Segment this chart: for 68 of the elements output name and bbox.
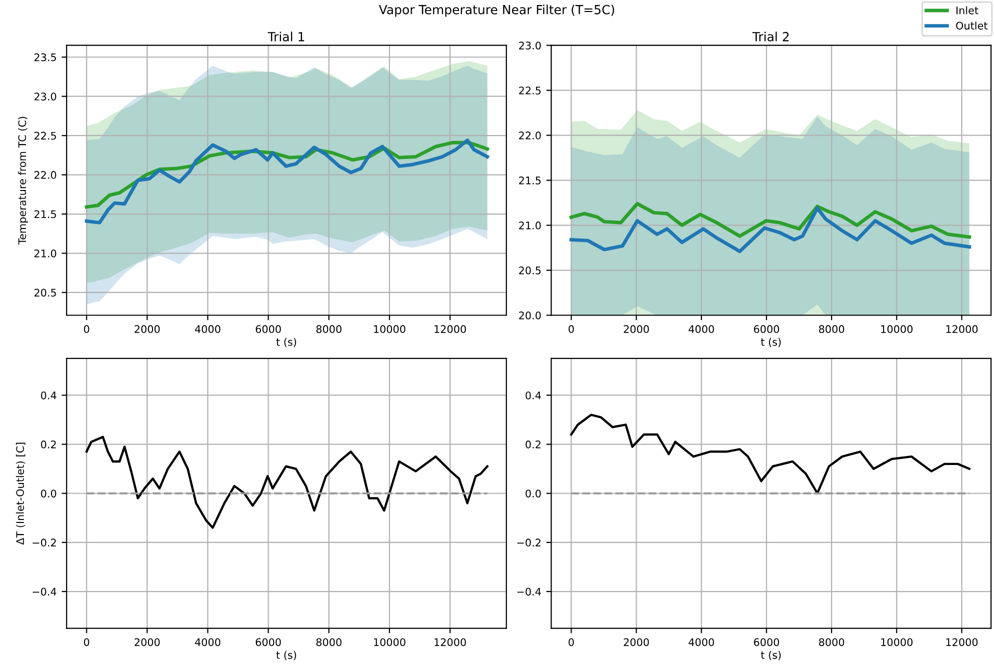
y-tick-label: 0.4 [40,391,56,400]
x-tick-label: 8000 [316,325,342,334]
line-series [570,202,972,239]
y-tick-label: −0.2 [517,538,540,547]
y-axis-title: ΔT (Inlet-Outlet) [C] [16,442,26,545]
y-tick-label: 0.2 [40,440,56,448]
x-tick-label: 8000 [819,325,844,334]
y-tick-label: 0.0 [526,490,541,498]
x-axis-title: t (s) [276,338,296,348]
y-tick-label: 21.0 [34,249,56,258]
x-tick-label: 12000 [946,325,978,334]
y-tick-label: 0.0 [40,490,56,498]
x-tick-label: 2000 [134,638,160,646]
x-axis-title: t (s) [760,338,781,348]
y-tick-label: 21.5 [519,176,541,184]
line-series [85,436,488,529]
x-tick-label: 12000 [434,638,466,646]
text: Vapor Temperature Near Filter (T=5C) [378,4,614,17]
y-tick-label: 20.0 [519,311,541,320]
y-tick-label: 22.0 [34,171,56,179]
y-tick-label: −0.4 [517,588,541,596]
x-tick-label: 0 [84,325,90,334]
x-tick-label: 6000 [754,638,780,646]
y-tick-label: 21.0 [519,222,541,230]
x-tick-label: 0 [568,325,574,334]
x-tick-label: 10000 [374,638,406,646]
x-tick-label: 10000 [881,638,913,646]
x-tick-label: 8000 [316,638,342,646]
x-tick-label: 0 [568,638,574,646]
x-tick-label: 10000 [374,325,406,334]
y-tick-label: 22.0 [519,132,541,140]
x-tick-label: 4000 [688,325,714,334]
y-tick-label: 20.5 [34,288,56,297]
y-tick-label: 22.5 [519,86,541,94]
x-tick-label: 6000 [256,325,281,334]
x-tick-label: 0 [84,638,90,646]
y-tick-label: 0.2 [526,440,540,448]
x-axis-title: t (s) [276,650,296,660]
x-tick-label: 2000 [624,638,649,646]
y-tick-label: 0.4 [526,391,541,400]
line-series [84,138,490,224]
x-tick-label: 8000 [819,638,844,646]
y-tick-label: 21.5 [34,210,56,218]
y-tick-label: −0.4 [32,588,56,596]
legend-label: Outlet [956,22,988,30]
x-tick-label: 4000 [194,325,220,334]
chart-title: Trial 2 [752,32,789,42]
y-tick-label: 20.5 [519,266,541,274]
x-tick-label: 12000 [434,325,466,334]
x-tick-label: 12000 [946,638,978,646]
x-tick-label: 4000 [194,638,220,646]
chart-title: Trial 1 [268,32,304,42]
x-tick-label: 6000 [256,638,281,646]
y-tick-label: −0.2 [32,538,56,547]
y-tick-label: 22.5 [34,132,56,140]
legend-label: Inlet [956,6,978,14]
y-tick-label: 23.0 [34,92,56,100]
x-tick-label: 10000 [881,325,913,334]
x-axis-title: t (s) [760,650,781,660]
y-tick-label: 23.0 [519,42,541,50]
x-tick-label: 4000 [688,638,714,646]
x-tick-label: 6000 [754,325,780,334]
y-axis-title: Temperature from TC (C) [18,116,28,245]
line-series [570,206,972,254]
x-tick-label: 2000 [624,325,649,334]
y-tick-label: 23.5 [34,53,56,62]
x-tick-label: 2000 [134,325,160,334]
line-series [570,414,970,494]
